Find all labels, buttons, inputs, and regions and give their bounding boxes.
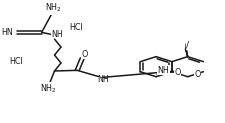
Text: NH$_2$: NH$_2$ [45,2,62,14]
Text: O: O [174,68,181,77]
Text: O: O [195,70,201,79]
Text: NH$_2$: NH$_2$ [40,83,57,95]
Text: NH: NH [158,66,169,75]
Text: HCl: HCl [9,57,22,66]
Text: /: / [185,40,188,49]
Text: O: O [81,50,88,59]
Text: /: / [186,40,189,50]
Text: /: / [185,40,187,46]
Text: HN: HN [1,28,13,37]
Text: HCl: HCl [69,23,83,32]
Text: NH: NH [97,75,109,84]
Text: NH: NH [51,30,63,39]
